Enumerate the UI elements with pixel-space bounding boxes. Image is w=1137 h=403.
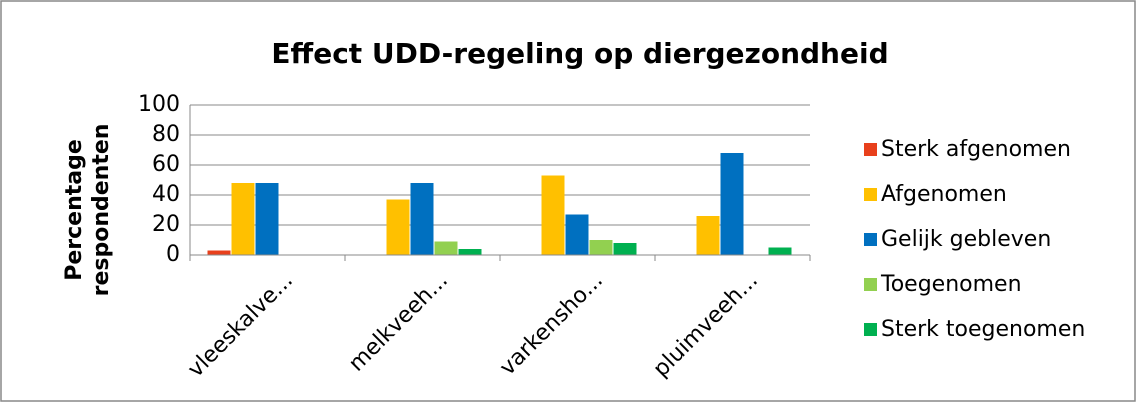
legend-swatch [864, 323, 877, 336]
y-axis-label: Percentage [62, 139, 87, 281]
legend-swatch [864, 278, 877, 291]
bar [386, 199, 410, 255]
legend-label: Sterk toegenomen [881, 317, 1085, 342]
bar [255, 183, 279, 255]
bar [410, 183, 434, 255]
bar [768, 247, 792, 255]
legend-swatch [864, 143, 877, 156]
y-tick-label: 100 [138, 92, 180, 117]
bar [541, 175, 565, 255]
legend-label: Toegenomen [880, 272, 1022, 297]
bar [589, 240, 613, 255]
y-tick-label: 80 [152, 122, 180, 147]
y-axis-label: respondenten [89, 124, 114, 297]
bar [613, 243, 637, 255]
bar [696, 216, 720, 255]
y-tick-label: 60 [152, 152, 180, 177]
y-tick-label: 0 [166, 242, 180, 267]
legend-label: Afgenomen [881, 182, 1007, 207]
bar [231, 183, 255, 255]
y-tick-label: 40 [152, 182, 180, 207]
legend-swatch [864, 188, 877, 201]
bar [458, 249, 482, 255]
bar [207, 250, 231, 255]
legend-label: Gelijk gebleven [881, 227, 1051, 252]
bar [720, 153, 744, 255]
bar [434, 241, 458, 255]
y-tick-label: 20 [152, 212, 180, 237]
legend-label: Sterk afgenomen [881, 137, 1071, 162]
chart-title: Effect UDD-regeling op diergezondheid [271, 37, 888, 70]
bar [565, 214, 589, 255]
legend-swatch [864, 233, 877, 246]
